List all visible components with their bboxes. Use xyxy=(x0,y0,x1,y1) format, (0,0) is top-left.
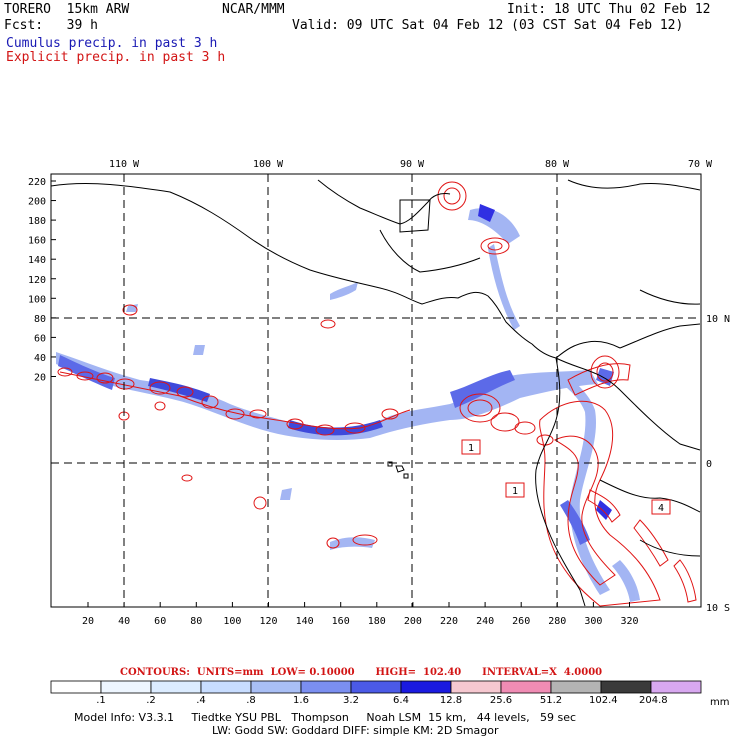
colorbar-swatch xyxy=(450,680,502,694)
x-tick-label: 300 xyxy=(584,616,602,627)
lon-label: 80 W xyxy=(545,159,570,170)
contour-box xyxy=(651,499,671,515)
y-tick-label: 140 xyxy=(28,255,46,266)
explicit-precip-contours xyxy=(57,181,697,607)
map-content xyxy=(51,174,701,607)
y-tick-label: 220 xyxy=(28,177,46,188)
lat-labels: 10 N 0 10 S xyxy=(706,314,730,614)
colorbar-label: .4 xyxy=(196,695,206,706)
lon-label: 100 W xyxy=(253,159,284,170)
contour-box-labels: 1 1 4 xyxy=(461,439,671,515)
colorbar-label: .2 xyxy=(146,695,156,706)
lat-label: 10 N xyxy=(706,314,730,325)
forecast-hour: Fcst: 39 h xyxy=(4,18,98,33)
footer-model-info: Model Info: V3.3.1 Tiedtke YSU PBL Thomp… xyxy=(74,711,577,724)
valid-time: Valid: 09 UTC Sat 04 Feb 12 (03 CST Sat … xyxy=(292,18,684,33)
lon-label: 110 W xyxy=(109,159,140,170)
footer-physics-info: LW: Godd SW: Goddard DIFF: simple KM: 2D… xyxy=(212,724,499,737)
colorbar-swatch xyxy=(500,680,552,694)
contour-box xyxy=(461,439,481,455)
lon-label: 90 W xyxy=(400,159,425,170)
y-tick-label: 40 xyxy=(34,353,46,364)
map-frame xyxy=(50,173,702,608)
x-tick-label: 60 xyxy=(154,616,166,627)
colorbar-label: .8 xyxy=(246,695,256,706)
contour-box xyxy=(505,482,525,498)
colorbar-label: 204.8 xyxy=(639,695,668,706)
y-tick-label: 200 xyxy=(28,197,46,208)
colorbar-label: 102.4 xyxy=(589,695,618,706)
contour-high: HIGH= 102.40 xyxy=(375,667,462,678)
colorbar-swatch xyxy=(400,680,452,694)
y-tick-label: 60 xyxy=(34,333,46,344)
contour-units: CONTOURS: UNITS=mm LOW= 0.10000 xyxy=(120,667,355,678)
contour-info: CONTOURS: UNITS=mm LOW= 0.10000 HIGH= 10… xyxy=(120,667,602,678)
colorbar xyxy=(50,680,702,694)
model-title: TORERO 15km ARW xyxy=(4,2,130,17)
x-tick-label: 140 xyxy=(296,616,314,627)
x-tick-label: 160 xyxy=(332,616,350,627)
x-tick-label: 120 xyxy=(259,616,277,627)
contour-box-label: 1 xyxy=(512,486,518,497)
lon-labels: 110 W 100 W 90 W 80 W 70 W xyxy=(109,159,713,170)
x-tick-label: 40 xyxy=(118,616,130,627)
colorbar-label: 1.6 xyxy=(293,695,309,706)
lat-lon-grid xyxy=(51,174,701,607)
colorbar-label: 25.6 xyxy=(489,695,513,706)
x-tick-label: 20 xyxy=(82,616,94,627)
colorbar-label: 51.2 xyxy=(539,695,563,706)
lat-label: 0 xyxy=(706,459,712,470)
y-tick-label: 100 xyxy=(28,294,46,305)
colorbar-swatch xyxy=(100,680,152,694)
cumulus-precip xyxy=(56,204,640,602)
org-label: NCAR/MMM xyxy=(222,2,285,17)
colorbar-swatch xyxy=(550,680,602,694)
x-tick-label: 220 xyxy=(440,616,458,627)
x-tick-label: 240 xyxy=(476,616,494,627)
y-tick-label: 20 xyxy=(34,373,46,384)
contour-interval: INTERVAL=X 4.0000 xyxy=(482,667,603,678)
contour-box-label: 4 xyxy=(658,503,664,514)
y-tick-label: 160 xyxy=(28,236,46,247)
lon-label: 70 W xyxy=(688,159,713,170)
colorbar-swatch xyxy=(150,680,202,694)
y-tick-label: 180 xyxy=(28,216,46,227)
colorbar-swatch xyxy=(50,680,102,694)
legend-explicit: Explicit precip. in past 3 h xyxy=(6,50,226,65)
x-tick-label: 260 xyxy=(512,616,530,627)
colorbar-swatch xyxy=(650,680,702,694)
contour-box-label: 1 xyxy=(468,443,474,454)
colorbar-swatch xyxy=(300,680,352,694)
colorbar-swatch xyxy=(350,680,402,694)
x-tick-label: 180 xyxy=(368,616,386,627)
x-tick-label: 320 xyxy=(620,616,638,627)
y-tick-label: 120 xyxy=(28,275,46,286)
colorbar-label: 12.8 xyxy=(439,695,463,706)
colorbar-unit: mm xyxy=(710,697,730,708)
x-axis: 20 40 60 80 100 120 140 160 180 200 220 240 260 280 30… xyxy=(82,602,639,627)
colorbar-swatch xyxy=(250,680,302,694)
x-tick-label: 280 xyxy=(548,616,566,627)
colorbar-label: .1 xyxy=(96,695,106,706)
x-tick-label: 80 xyxy=(190,616,202,627)
x-tick-label: 200 xyxy=(404,616,422,627)
colorbar-swatch xyxy=(200,680,252,694)
y-axis: 220 200 180 160 140 120 100 80 60 40 20 xyxy=(28,177,56,384)
colorbar-swatch xyxy=(600,680,652,694)
colorbar-label: 6.4 xyxy=(393,695,409,706)
y-tick-label: 80 xyxy=(34,314,46,325)
colorbar-label: 3.2 xyxy=(343,695,359,706)
legend-cumulus: Cumulus precip. in past 3 h xyxy=(6,36,218,51)
lat-label: 10 S xyxy=(706,603,730,614)
x-tick-label: 100 xyxy=(223,616,241,627)
coastlines xyxy=(51,179,701,607)
init-time: Init: 18 UTC Thu 02 Feb 12 xyxy=(507,2,711,17)
